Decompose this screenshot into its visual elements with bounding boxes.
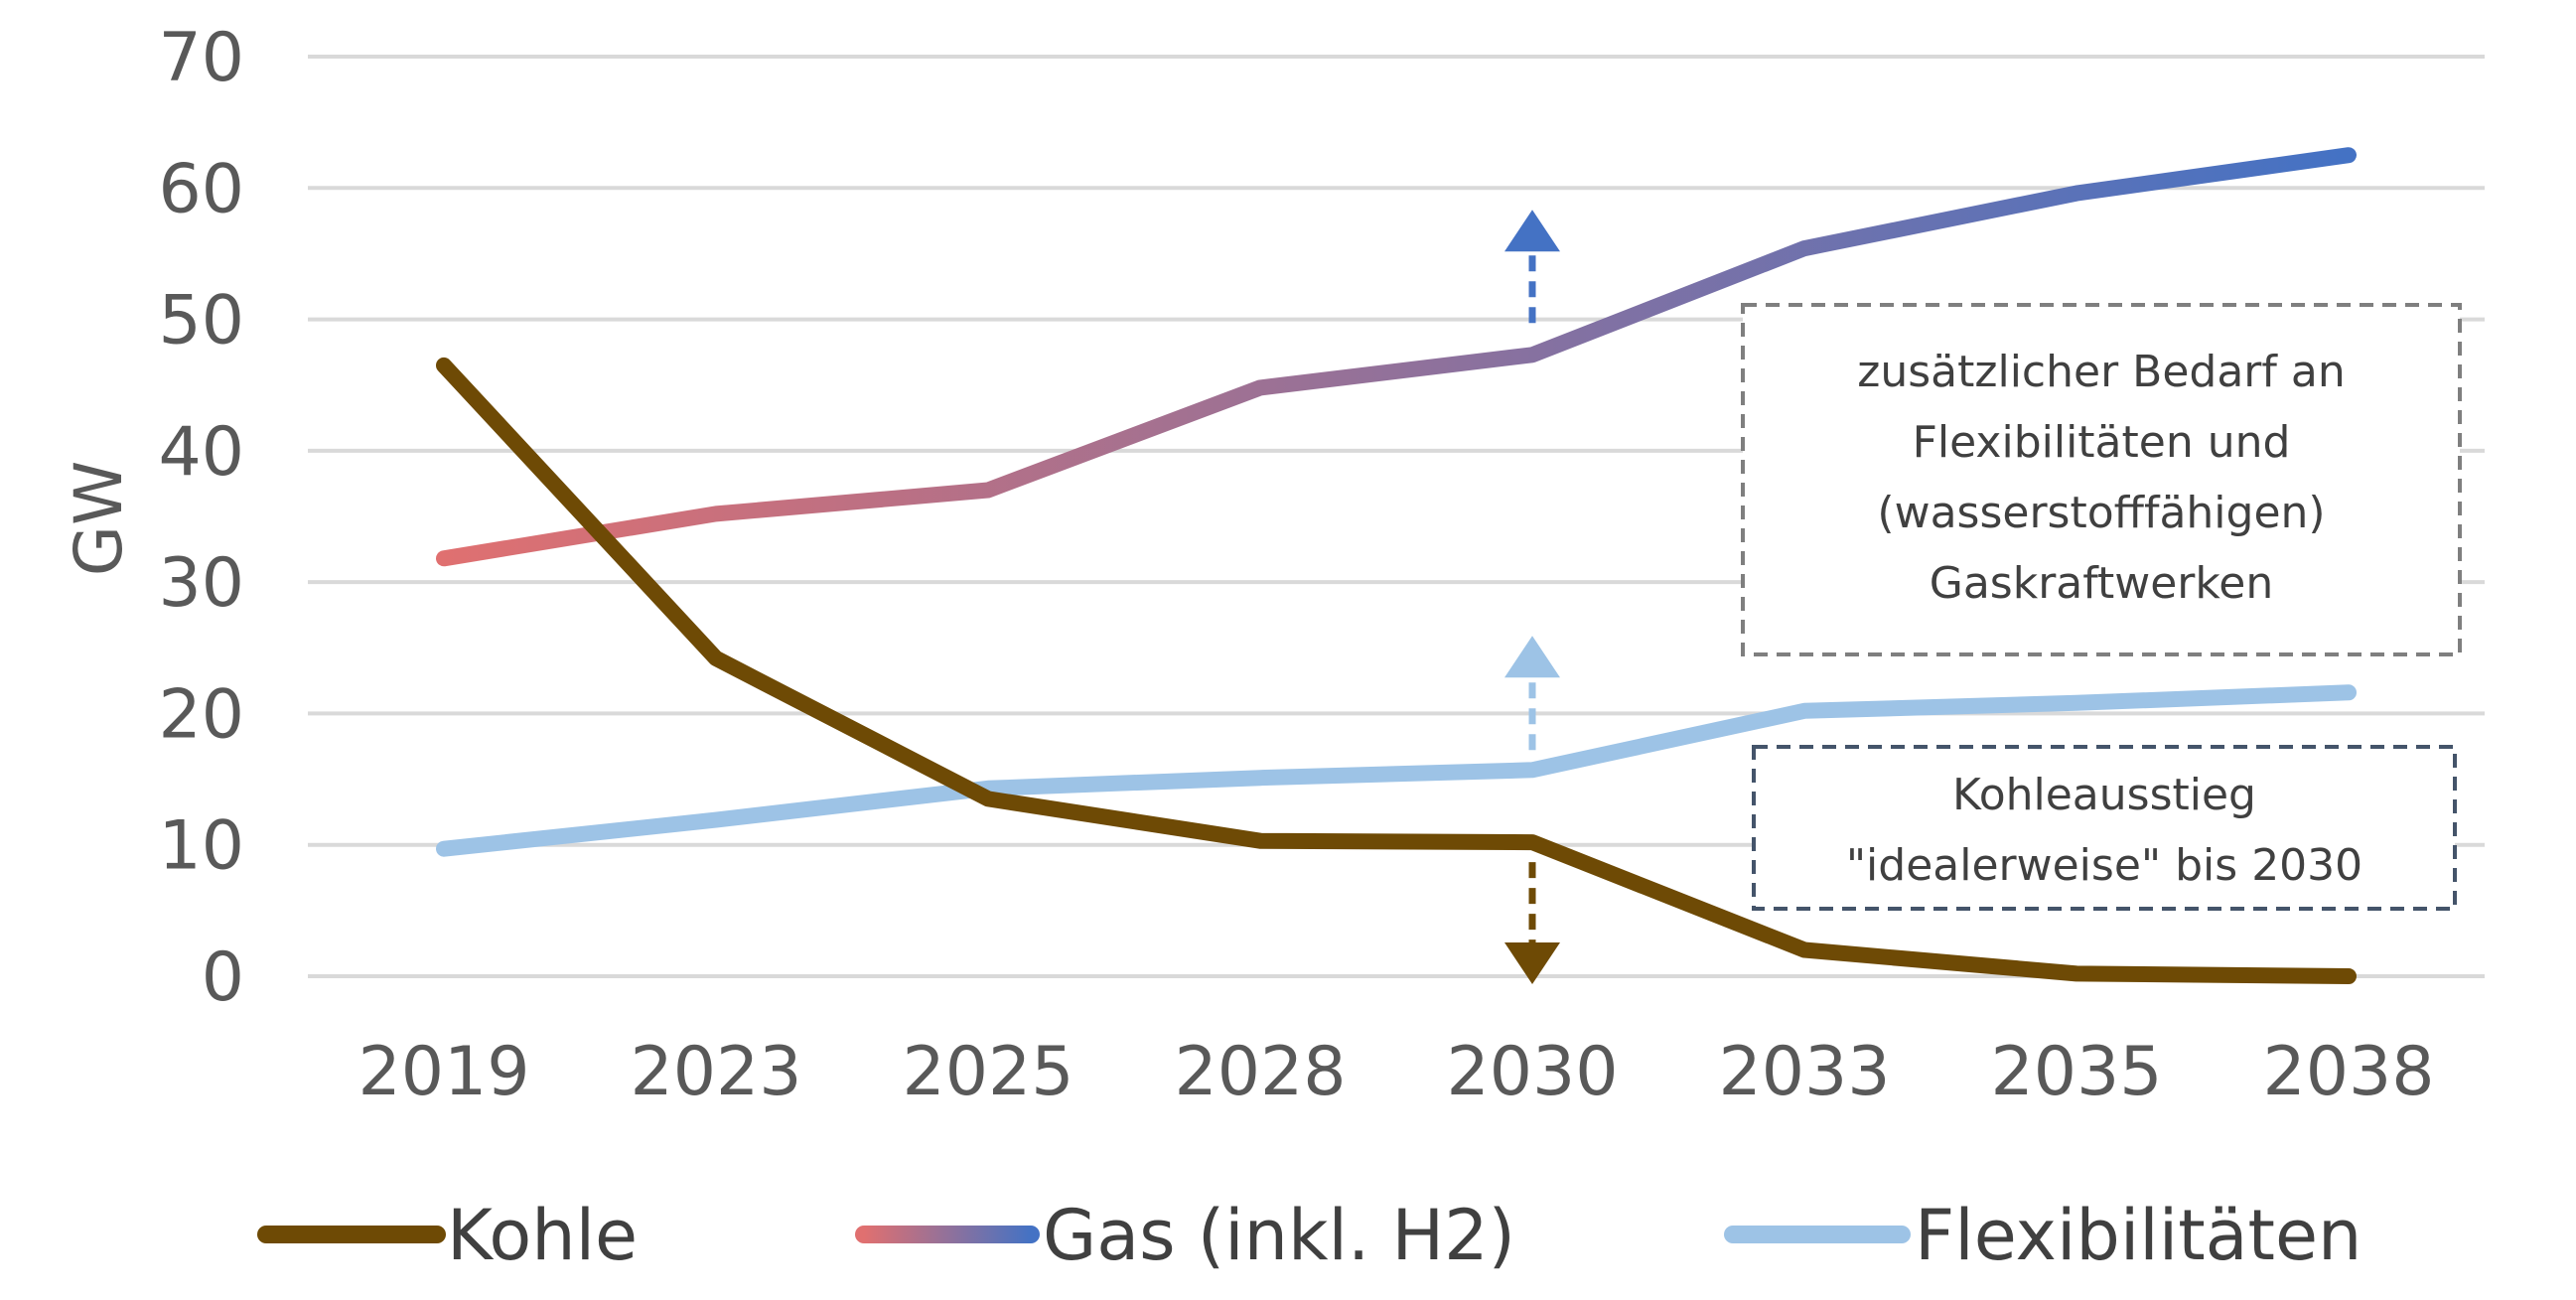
- gridlines: [308, 55, 2485, 978]
- x-axis-ticks: 2019 2023 2025 2028 2030 2033 2035 2038: [358, 1033, 2434, 1111]
- legend-label-kohle: Kohle: [447, 1195, 638, 1276]
- legend-label-flexibilitaeten: Flexibilitäten: [1915, 1195, 2361, 1276]
- x-tick-label: 2030: [1446, 1033, 1618, 1111]
- demand-note-line-3: (wasserstofffähigen): [1877, 488, 2325, 538]
- x-tick-label: 2019: [358, 1033, 529, 1111]
- y-axis-ticks: 0 10 20 30 40 50 60 70: [158, 19, 244, 1017]
- x-tick-label: 2035: [1990, 1033, 2162, 1111]
- annotation-arrows: [1504, 210, 1560, 984]
- x-tick-label: 2033: [1718, 1033, 1890, 1111]
- y-tick-label: 20: [158, 675, 244, 754]
- coal-exit-note-box: Kohleausstieg "idealerweise" bis 2030: [1752, 745, 2457, 911]
- series-lines: [436, 147, 2357, 984]
- x-tick-label: 2038: [2262, 1033, 2434, 1111]
- y-tick-label: 70: [158, 19, 244, 97]
- y-tick-label: 10: [158, 807, 244, 886]
- y-tick-label: 30: [158, 544, 244, 623]
- series-line-kohle: [436, 357, 2357, 984]
- coal-exit-note-line-1: Kohleausstieg: [1952, 770, 2256, 820]
- y-tick-label: 40: [158, 413, 244, 492]
- demand-note-line-1: zusätzlicher Bedarf an: [1857, 347, 2345, 397]
- flexibility-increase-arrow: [1504, 636, 1560, 751]
- series-line-flexibilitaten: [436, 684, 2357, 857]
- legend-label-gas: Gas (inkl. H2): [1043, 1195, 1515, 1276]
- legend-item-gas: Gas (inkl. H2): [855, 1195, 1515, 1276]
- y-tick-label: 60: [158, 150, 244, 228]
- legend-item-flexibilitaeten: Flexibilitäten: [1724, 1195, 2361, 1276]
- series-line-gas-inkl-h2: [436, 147, 2357, 567]
- demand-note-line-4: Gaskraftwerken: [1930, 558, 2274, 609]
- y-tick-label: 50: [158, 282, 244, 361]
- y-axis-title: GW: [61, 461, 137, 576]
- legend: Kohle Gas (inkl. H2) Flexibilitäten: [257, 1195, 2361, 1276]
- y-tick-label: 0: [202, 939, 244, 1017]
- gas-increase-arrow: [1504, 210, 1560, 324]
- x-tick-label: 2023: [630, 1033, 801, 1111]
- x-tick-label: 2028: [1174, 1033, 1346, 1111]
- legend-item-kohle: Kohle: [257, 1195, 638, 1276]
- demand-note-box: zusätzlicher Bedarf an Flexibilitäten un…: [1741, 303, 2462, 656]
- demand-note-line-2: Flexibilitäten und: [1913, 417, 2291, 468]
- coal-decrease-arrow: [1504, 862, 1560, 984]
- x-tick-label: 2025: [902, 1033, 1073, 1111]
- coal-exit-note-line-2: "idealerweise" bis 2030: [1846, 840, 2362, 891]
